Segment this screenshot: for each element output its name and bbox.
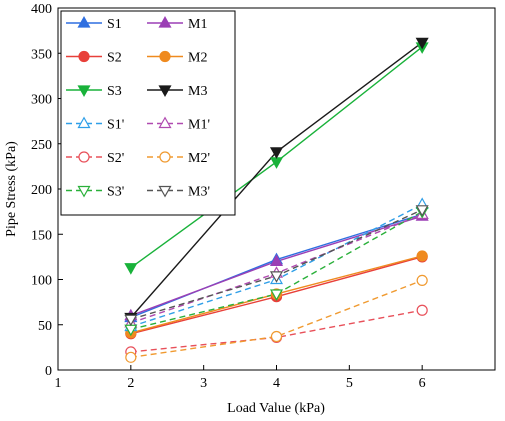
data-point-s3 [124,263,138,275]
legend-marker-m1-prime [158,116,172,129]
data-point-m1 [269,254,284,266]
y-tick-label: 250 [31,138,52,153]
x-tick-label: 1 [55,376,62,391]
y-tick-label: 150 [31,228,52,243]
x-axis-title: Load Value (kPa) [227,401,325,416]
legend-label-m3: M3 [188,84,207,99]
legend-marker-s2-prime [78,151,90,163]
data-point-m3-prime [269,271,284,283]
legend-box [60,10,236,216]
legend-marker-m2-prime [159,151,171,163]
legend-label-s3: S3 [107,84,122,99]
legend-label-s1: S1 [107,17,122,32]
y-axis-title: Pipe Stress (kPa) [4,141,19,237]
y-tick-label: 50 [38,319,52,334]
legend-label-m1-prime: M1' [188,118,210,133]
data-point-m3 [415,37,429,50]
data-point-m3-prime [124,314,138,327]
legend-marker-m3 [158,85,172,97]
y-tick-label: 100 [31,274,52,289]
legend-marker-s2 [78,50,90,63]
y-tick-label: 200 [31,183,52,198]
y-tick-label: 350 [31,47,52,62]
series-line-s3-prime [130,211,423,330]
data-point-s3-prime [269,289,284,301]
y-tick-label: 300 [31,93,52,108]
legend-label-m1: M1 [188,17,207,32]
legend-marker-s3-prime [77,185,91,198]
series-line-s2-prime [130,309,423,353]
legend-marker-m1 [158,16,172,28]
legend: S1 M1 S2 M2 S3 M3 S1' M1' S2' M2' S3' M3' [60,10,236,216]
legend-marker-s1 [77,16,91,28]
legend-marker-s1-prime [77,116,91,129]
x-tick-label: 2 [127,376,134,391]
legend-label-m2: M2 [188,51,207,66]
y-tick-label: 400 [31,2,52,17]
axis-ticks: 1 2 3 4 5 6 0 50 100 150 200 250 300 350 400 [31,2,426,391]
y-tick-label: 0 [45,364,52,379]
legend-label-s3-prime: S3' [107,185,124,200]
data-point-s3 [269,157,284,169]
data-point-m3 [269,147,284,159]
legend-label-s2-prime: S2' [107,151,124,166]
legend-marker-s3 [77,85,91,97]
legend-label-s1-prime: S1' [107,118,124,133]
data-point-m2-prime [270,330,283,343]
data-point-m2-prime [416,274,428,287]
x-tick-label: 6 [419,376,426,391]
x-tick-label: 3 [200,376,207,391]
data-point-m2 [416,250,428,262]
series-line-m2-prime [130,279,423,359]
data-point-s2-prime [416,304,428,316]
legend-label-m2-prime: M2' [188,151,210,166]
data-point-m3-prime [415,205,429,217]
legend-label-m3-prime: M3' [188,185,210,200]
legend-marker-m3-prime [158,185,172,198]
legend-marker-m2 [159,50,171,63]
x-tick-label: 5 [346,376,353,391]
x-tick-label: 4 [273,376,280,391]
legend-label-s2: S2 [107,51,122,66]
data-point-m2-prime [125,351,137,363]
series-layer [124,37,429,363]
